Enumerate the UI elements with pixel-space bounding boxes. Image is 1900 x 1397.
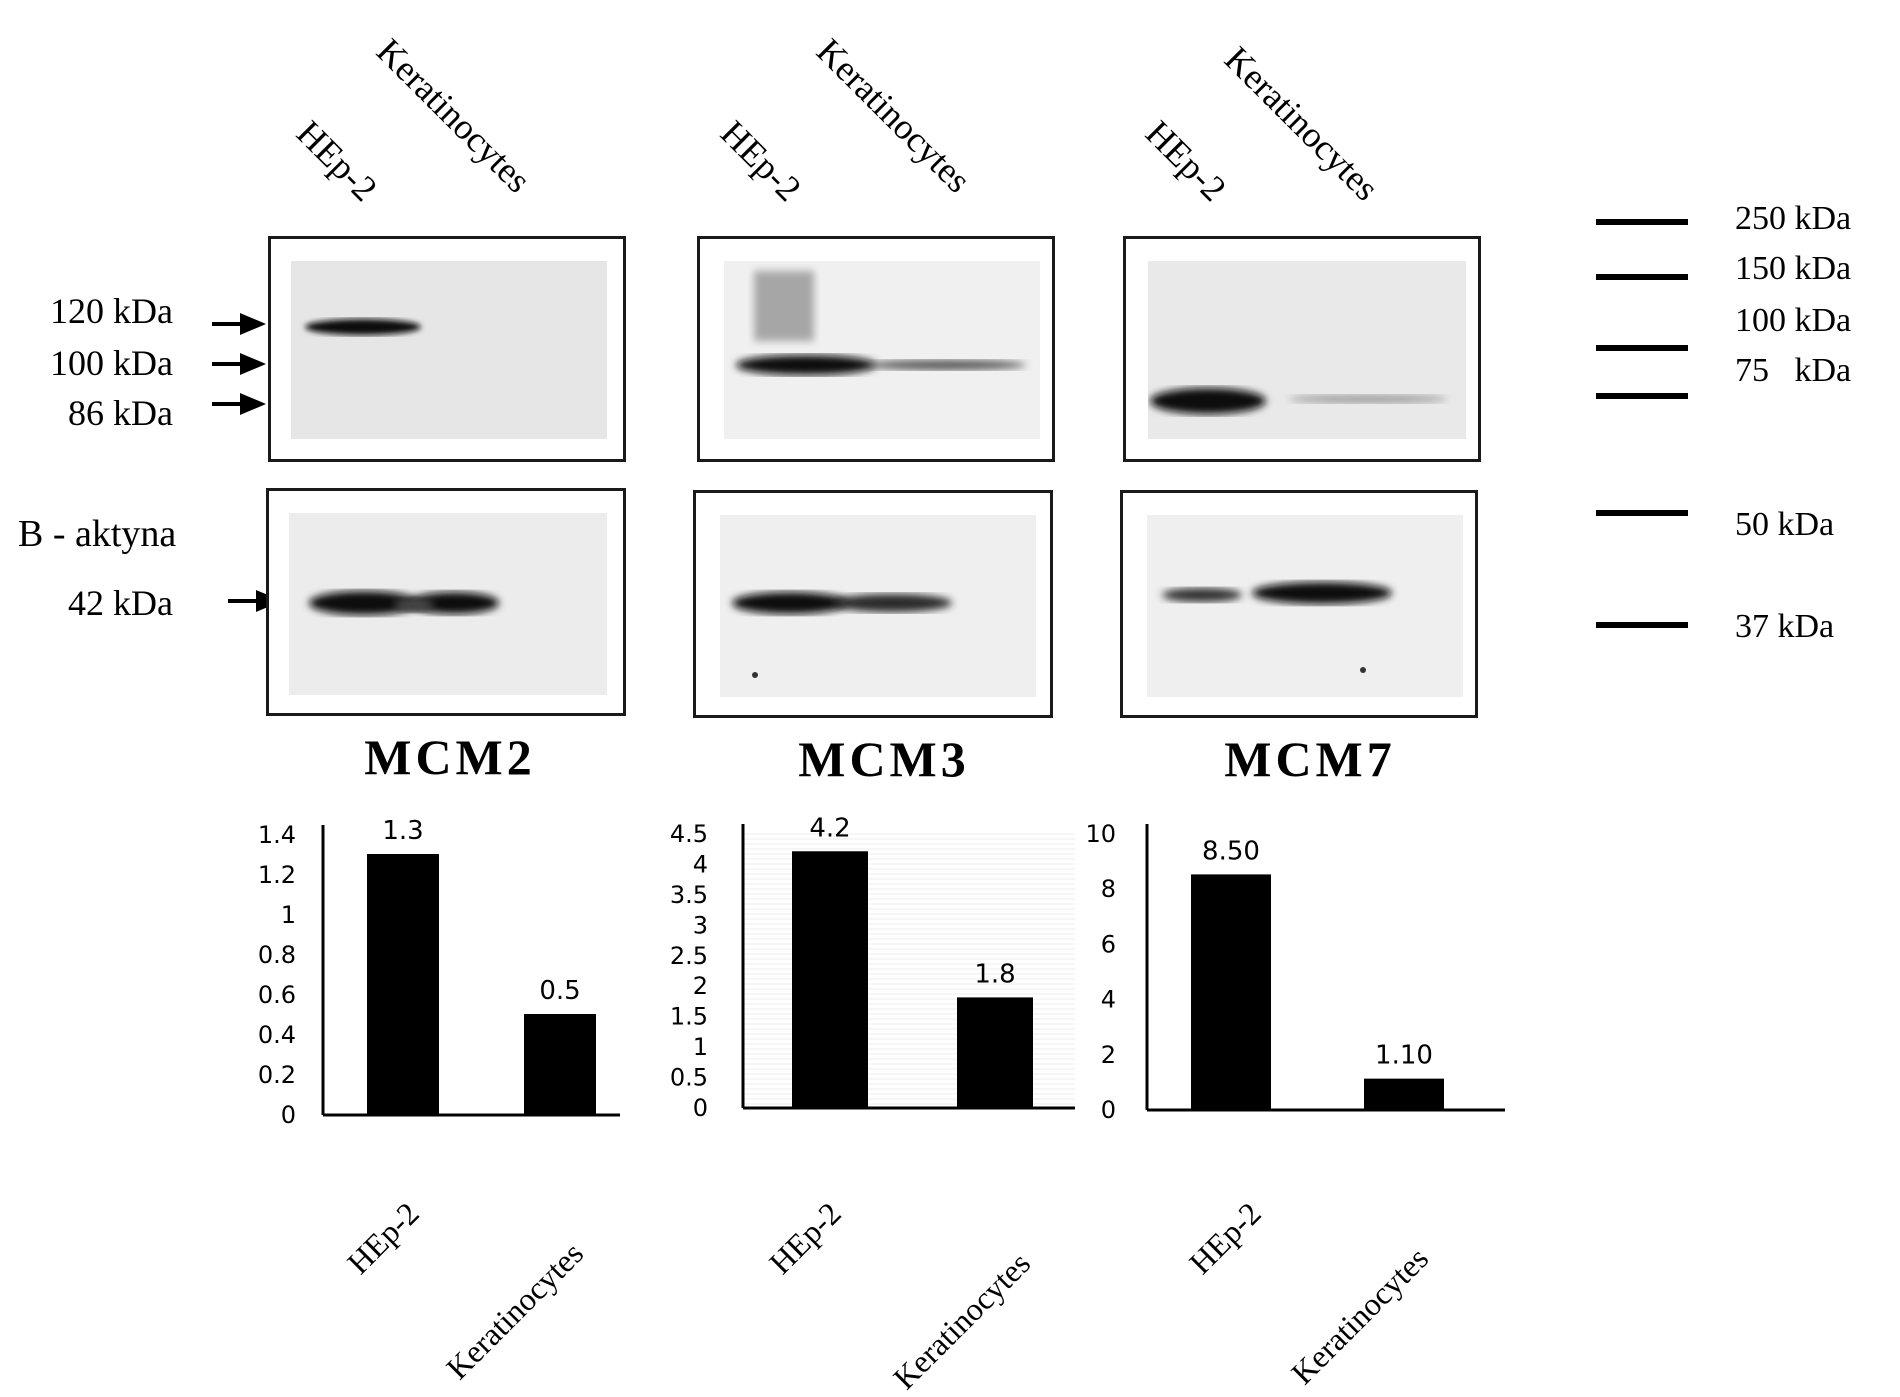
y-tick-label: 0 xyxy=(1101,1096,1116,1124)
arrow-icon xyxy=(212,313,266,335)
y-tick-label: 3.5 xyxy=(670,881,708,909)
y-tick-label: 2.5 xyxy=(670,942,708,970)
marker-label-120kda: 120 kDa xyxy=(50,291,173,331)
bar-chart-mcm3: 00.5 11.5 22.5 33.5 44.5 4.2 1.8 xyxy=(670,813,1075,1122)
ladder-band xyxy=(1596,510,1688,516)
bar xyxy=(1364,1078,1444,1112)
y-tick-label: 2 xyxy=(1101,1041,1116,1069)
y-tick-label: 1 xyxy=(281,901,296,929)
membrane-image xyxy=(1147,515,1463,697)
y-tick-label: 8 xyxy=(1101,875,1116,903)
arrow-icon xyxy=(212,353,266,375)
ladder-label-37: 37 kDa xyxy=(1735,608,1835,645)
membrane-image xyxy=(289,513,607,695)
ladder-label-75: 75 kDa xyxy=(1735,352,1852,389)
y-tick-label: 4 xyxy=(1101,986,1116,1014)
data-label: 0.5 xyxy=(539,976,580,1006)
y-tick-label: 1.4 xyxy=(258,821,296,849)
y-tick-label: 10 xyxy=(1085,820,1116,848)
data-label: 1.3 xyxy=(382,816,423,846)
bar xyxy=(1191,874,1271,1112)
membrane-image xyxy=(720,515,1036,697)
lane-label-keratinocytes: Keratinocytes xyxy=(1217,38,1387,209)
lane-label-keratinocytes: Keratinocytes xyxy=(809,30,979,201)
y-tick-label: 2 xyxy=(693,972,708,1000)
protein-title-mcm3: MCM3 xyxy=(798,731,970,787)
y-tick-label: 0.8 xyxy=(258,941,296,969)
y-tick-label: 1.2 xyxy=(258,861,296,889)
bar-chart-mcm2: 0 0.2 0.4 0.6 0.8 1 1.2 1.4 1.3 0.5 xyxy=(258,816,620,1129)
ladder-band xyxy=(1596,345,1688,351)
lane-label-hep2: HEp-2 xyxy=(289,112,386,209)
y-tick-label: 0.4 xyxy=(258,1021,296,1049)
ladder-label-250: 250 kDa xyxy=(1735,200,1852,237)
ladder-band xyxy=(1596,274,1688,280)
y-tick-label: 0.2 xyxy=(258,1061,296,1089)
bar xyxy=(957,997,1033,1109)
protein-title-mcm2: MCM2 xyxy=(364,729,536,785)
y-tick-label: 1 xyxy=(693,1033,708,1061)
actin-label: B - aktyna xyxy=(18,513,177,555)
y-tick-label: 1.5 xyxy=(670,1003,708,1031)
blot-mcm3-top xyxy=(697,236,1055,462)
blot-mcm2-actin xyxy=(266,488,626,716)
lane-label-keratinocytes: Keratinocytes xyxy=(369,30,539,201)
membrane-image xyxy=(291,261,607,439)
data-label: 1.8 xyxy=(974,959,1015,989)
y-tick-label: 0 xyxy=(693,1094,708,1122)
membrane-image xyxy=(1148,261,1466,439)
ladder-label-150: 150 kDa xyxy=(1735,250,1852,287)
y-tick-label: 4 xyxy=(693,850,708,878)
arrow-icon xyxy=(212,393,266,415)
y-tick-label: 6 xyxy=(1101,930,1116,958)
bar-chart-mcm7: 0 2 4 6 8 10 8.50 1.10 xyxy=(1085,820,1505,1124)
data-label: 4.2 xyxy=(809,813,850,843)
data-label: 8.50 xyxy=(1202,836,1260,866)
y-tick-label: 4.5 xyxy=(670,820,708,848)
lane-label-hep2: HEp-2 xyxy=(713,112,810,209)
membrane-image xyxy=(724,261,1040,439)
ladder-label-50: 50 kDa xyxy=(1735,506,1835,543)
y-tick-label: 3 xyxy=(693,911,708,939)
blot-mcm2-top xyxy=(268,236,626,462)
ladder-band xyxy=(1596,393,1688,399)
ladder-label-100: 100 kDa xyxy=(1735,302,1852,339)
ladder-band xyxy=(1596,622,1688,628)
bar xyxy=(367,854,439,1116)
lane-label-hep2: HEp-2 xyxy=(1138,112,1235,209)
data-label: 1.10 xyxy=(1375,1041,1433,1071)
y-tick-label: 0.5 xyxy=(670,1064,708,1092)
protein-title-mcm7: MCM7 xyxy=(1224,731,1396,787)
y-tick-label: 0 xyxy=(281,1101,296,1129)
bar xyxy=(524,1014,596,1116)
bar xyxy=(792,851,868,1110)
blot-mcm3-actin xyxy=(693,490,1053,718)
blot-mcm7-top xyxy=(1123,236,1481,462)
marker-label-86kda: 86 kDa xyxy=(68,393,173,433)
actin-kda-label: 42 kDa xyxy=(68,583,173,623)
marker-label-100kda: 100 kDa xyxy=(50,343,173,383)
y-tick-label: 0.6 xyxy=(258,981,296,1009)
ladder-band xyxy=(1596,219,1688,225)
blot-mcm7-actin xyxy=(1120,490,1478,718)
